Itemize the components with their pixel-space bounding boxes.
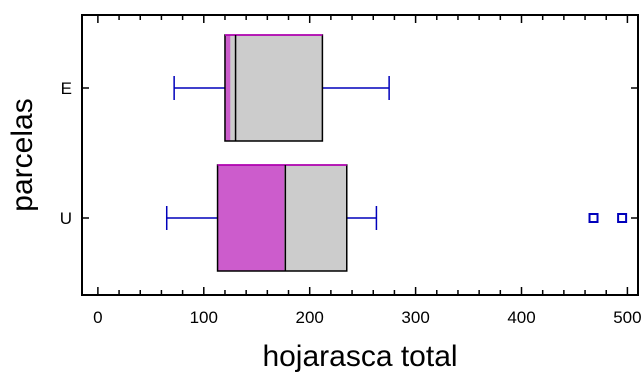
y-tick-label: U [60,209,72,228]
x-axis-title: hojarasca total [262,340,457,373]
outlier-point [617,213,628,223]
plot-frame [81,14,639,296]
x-tick-label: 300 [401,308,429,327]
x-tick-label: 500 [613,308,641,327]
box-E [173,34,390,142]
y-axis-title: parcelas [6,98,39,211]
box-body [224,35,323,141]
y-axis-ticks: EU [60,79,638,228]
y-tick-label: E [61,79,72,98]
x-tick-label: 0 [93,308,102,327]
mean-accent [217,165,285,271]
mean-accent [224,35,231,141]
x-tick-label: 200 [296,308,324,327]
x-tick-label: 400 [507,308,535,327]
box-U [165,164,628,272]
boxes-group [165,34,628,272]
x-tick-label: 100 [190,308,218,327]
x-axis-ticks: 0 100 200 300 400 500 [93,15,642,327]
outlier-point [588,213,599,223]
